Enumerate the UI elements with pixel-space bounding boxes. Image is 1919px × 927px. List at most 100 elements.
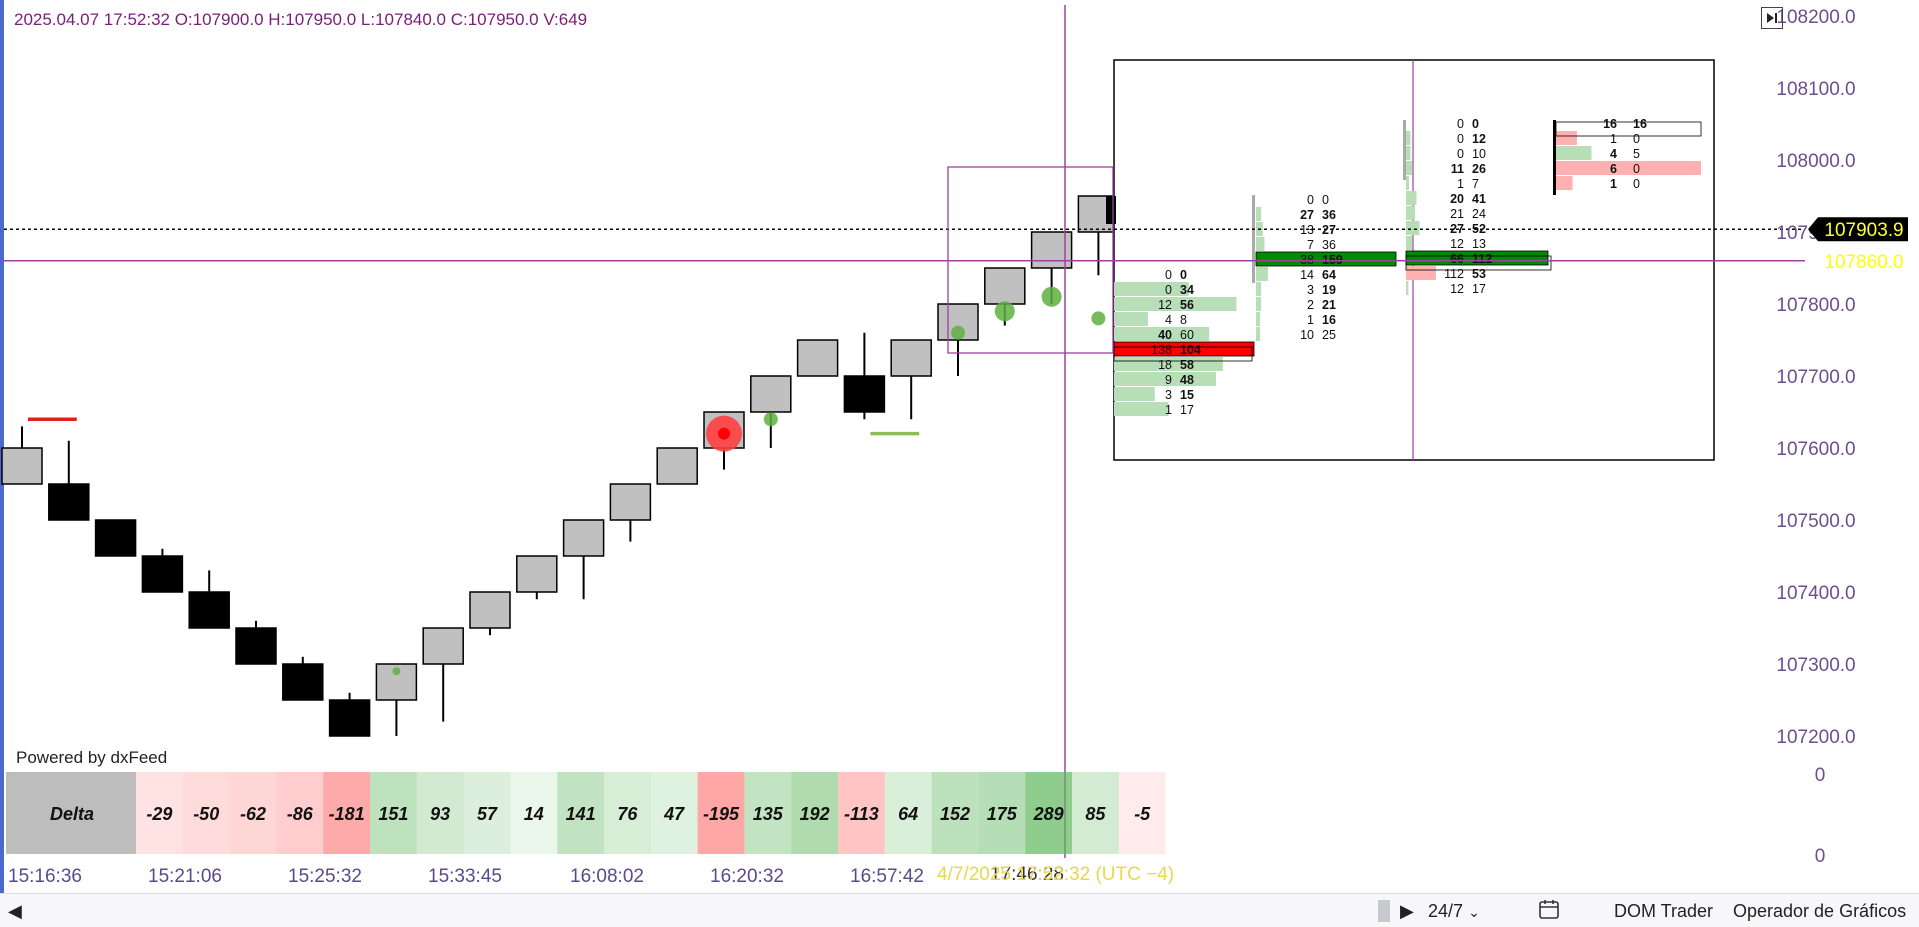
footprint-ask: 0 (1633, 177, 1640, 191)
footprint-ask: 19 (1322, 283, 1336, 297)
candle-body (328, 699, 371, 737)
delta-value: 64 (898, 804, 918, 824)
candle-body (562, 519, 605, 557)
trade-marker (994, 301, 1015, 322)
candle-body (94, 519, 137, 557)
footprint-ask: 17 (1180, 403, 1194, 417)
price-tick-label: 108200.0 (1776, 7, 1855, 28)
footprint-bid: 4 (1610, 147, 1617, 161)
price-tick-label: 107200.0 (1776, 727, 1855, 748)
footprint-bid: 66 (1450, 252, 1464, 266)
footprint-poc-cell (1255, 251, 1397, 267)
footprint-bid: 1 (1610, 177, 1617, 191)
trade-marker (392, 667, 401, 676)
price-tick-label: 107800.0 (1776, 295, 1855, 316)
footprint-volume-bar (1114, 387, 1155, 401)
session-selector[interactable]: 24/7 ⌄ (1428, 901, 1480, 922)
footprint-volume-bar (1114, 297, 1237, 311)
delta-cell (1072, 772, 1119, 854)
footprint-volume-bar (1256, 297, 1262, 311)
footprint-bid: 40 (1158, 328, 1172, 342)
footprint-volume-bar (1114, 372, 1216, 386)
footprint-volume-bar (1406, 176, 1409, 190)
footprint-poc-outline (1405, 255, 1552, 271)
delta-value: 289 (1033, 804, 1064, 824)
footprint-volume-bar (1114, 327, 1210, 341)
powered-by-label: Powered by dxFeed (16, 748, 168, 767)
delta-cell (510, 772, 558, 854)
footprint-ask: 53 (1472, 267, 1486, 281)
delta-value: 93 (430, 804, 450, 824)
footprint-ask: 27 (1322, 223, 1336, 237)
footprint-bid: 9 (1165, 373, 1172, 387)
candle-body (516, 555, 558, 593)
delta-value: 14 (524, 804, 544, 824)
delta-cell (604, 772, 651, 854)
price-tick-label: 107700.0 (1776, 367, 1855, 388)
footprint-bid: 12 (1450, 282, 1464, 296)
footprint-bid: 1 (1610, 132, 1617, 146)
footprint-volume-bar (1555, 146, 1592, 160)
footprint-volume-bar (1555, 131, 1577, 145)
footprint-volume-bar (1406, 281, 1409, 295)
footprint-ask: 21 (1322, 298, 1336, 312)
expand-panel-button[interactable] (1761, 7, 1783, 29)
delta-value: -86 (287, 804, 314, 824)
footprint-ask: 7 (1472, 177, 1479, 191)
footprint-bid: 18 (1158, 358, 1172, 372)
footprint-bid: 3 (1165, 388, 1172, 402)
candle-body (469, 591, 511, 629)
candle-body (422, 627, 464, 665)
crosshair-price-label: 107860.0 (1824, 252, 1903, 273)
footprint-bid: 6 (1610, 162, 1617, 176)
candle-body (48, 483, 90, 521)
price-axis: 108200.0108100.0108000.0107900.0107800.0… (1776, 7, 1908, 748)
scrollbar-thumb[interactable] (1378, 900, 1390, 922)
session-label: 24/7 (1428, 901, 1464, 921)
footprint-bid: 16 (1603, 117, 1617, 131)
footprint-volume-bar (1114, 282, 1189, 296)
footprint-ask: 0 (1472, 117, 1479, 131)
scroll-left-icon[interactable]: ◀ (8, 901, 22, 921)
scroll-right-icon[interactable]: ▶ (1400, 901, 1414, 921)
footprint-poc-outline (1113, 346, 1253, 362)
footprint-bid: 1 (1457, 177, 1464, 191)
footprint-bid: 0 (1307, 193, 1314, 207)
footprint-top-cell (1555, 121, 1702, 137)
delta-cell (744, 772, 792, 854)
candle-body (141, 555, 184, 593)
price-tick-label: 107300.0 (1776, 655, 1855, 676)
footprint-bid: 13 (1300, 223, 1314, 237)
footprint-ask: 24 (1472, 207, 1486, 221)
delta-value: -29 (146, 804, 172, 824)
footprint-ask: 26 (1472, 162, 1486, 176)
time-label: 15:21:06 (148, 866, 222, 887)
footprint-bid: 138 (1151, 343, 1172, 357)
delta-value: -50 (193, 804, 219, 824)
footprint-ask: 52 (1472, 222, 1486, 236)
footprint-volume-bar (1114, 312, 1148, 326)
footprint-ask: 0 (1633, 132, 1640, 146)
footprint-ask: 41 (1472, 192, 1486, 206)
delta-value: 152 (940, 804, 970, 824)
footprint-bid: 3 (1307, 283, 1314, 297)
footprint-ask: 13 (1472, 237, 1486, 251)
footprint-ask: 16 (1322, 313, 1336, 327)
price-tick-label: 108000.0 (1776, 151, 1855, 172)
calendar-icon[interactable] (1538, 898, 1560, 925)
footprint-bid: 14 (1300, 268, 1314, 282)
price-tick-label: 107400.0 (1776, 583, 1855, 604)
trade-marker (763, 412, 778, 427)
footprint-bid: 1 (1165, 403, 1172, 417)
candle-body (890, 339, 932, 377)
time-label: 15:16:36 (8, 866, 82, 887)
delta-cell (697, 772, 745, 854)
footprint-bid: 20 (1450, 192, 1464, 206)
footprint-bid: 7 (1307, 238, 1314, 252)
footprint-volume-bar (1406, 131, 1411, 145)
dom-trader-button[interactable]: DOM Trader (1614, 901, 1714, 921)
footprint-volume-bar (1406, 206, 1415, 220)
chart-trader-button[interactable]: Operador de Gráficos (1733, 901, 1907, 921)
